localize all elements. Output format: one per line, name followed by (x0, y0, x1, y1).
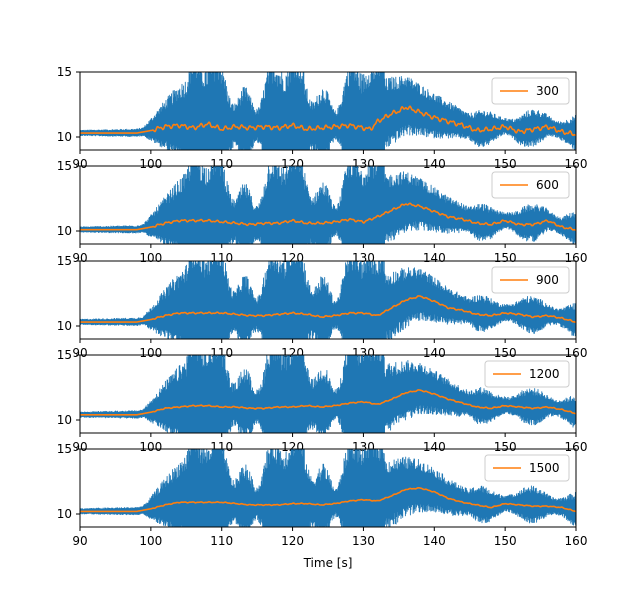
x-tick-label: 90 (72, 157, 87, 171)
x-tick-label: 160 (565, 440, 588, 454)
raw-series-line (80, 166, 576, 244)
x-tick-label: 150 (494, 346, 517, 360)
panel-frame (79, 354, 577, 434)
x-tick-label: 160 (565, 157, 588, 171)
x-tick-label: 110 (210, 534, 233, 548)
x-tick-label: 140 (423, 440, 446, 454)
raw-series-line (80, 72, 576, 150)
y-tick-label: 10 (57, 413, 72, 427)
smoothed-series-line (80, 389, 576, 416)
x-tick-label: 150 (494, 534, 517, 548)
legend-box (491, 171, 570, 199)
legend: 600 (491, 171, 570, 199)
panel-frame (79, 71, 577, 151)
x-tick-label: 160 (565, 534, 588, 548)
y-tick-label: 15 (57, 442, 72, 456)
x-tick-label: 150 (494, 440, 517, 454)
x-tick-label: 150 (494, 157, 517, 171)
x-tick-label: 140 (423, 251, 446, 265)
smoothed-series-line (80, 295, 576, 324)
y-tick-label: 15 (57, 348, 72, 362)
legend-box (484, 454, 570, 482)
legend-label: 600 (536, 178, 559, 192)
x-tick-label: 100 (139, 157, 162, 171)
smoothed-series-line (80, 105, 576, 137)
x-tick-label: 140 (423, 346, 446, 360)
legend: 300 (491, 77, 570, 105)
legend-label: 1500 (529, 461, 560, 475)
panel-frame (79, 165, 577, 245)
y-tick-label: 15 (57, 65, 72, 79)
x-tick-label: 100 (139, 440, 162, 454)
legend: 900 (491, 266, 570, 294)
legend-box (484, 360, 570, 388)
panel-5: 90 100 110 120 130 140 150 160 10 15 1500 (57, 442, 588, 548)
legend-box (491, 266, 570, 294)
legend-label: 300 (536, 84, 559, 98)
y-tick-label: 15 (57, 159, 72, 173)
panel-frame (79, 448, 577, 528)
x-tick-label: 140 (423, 534, 446, 548)
y-tick-label: 10 (57, 130, 72, 144)
legend-box (491, 77, 570, 105)
y-tick-label: 10 (57, 224, 72, 238)
legend: 1200 (484, 360, 570, 388)
raw-series-line (80, 449, 576, 527)
smoothed-series-line (80, 486, 576, 513)
x-axis-label: Time [s] (303, 556, 353, 570)
legend: 1500 (484, 454, 570, 482)
x-tick-label: 150 (494, 251, 517, 265)
x-tick-label: 130 (352, 534, 375, 548)
x-tick-label: 100 (139, 346, 162, 360)
y-tick-label: 10 (57, 319, 72, 333)
x-tick-label: 90 (72, 440, 87, 454)
legend-label: 1200 (529, 367, 560, 381)
smoothed-series-line (80, 202, 576, 232)
x-tick-label: 100 (139, 251, 162, 265)
x-tick-label: 120 (281, 534, 304, 548)
legend-label: 900 (536, 273, 559, 287)
x-tick-label: 100 (139, 534, 162, 548)
x-tick-label: 90 (72, 346, 87, 360)
panel-frame (79, 260, 577, 340)
y-tick-label: 10 (57, 507, 72, 521)
y-tick-label: 15 (57, 254, 72, 268)
x-tick-label: 160 (565, 346, 588, 360)
x-tick-label: 140 (423, 157, 446, 171)
raw-series-line (80, 355, 576, 433)
raw-series-line (80, 261, 576, 339)
x-tick-label: 90 (72, 534, 87, 548)
chart-panels: 90 100 110 120 130 140 150 160 10 15 300 90 100 110 12… (57, 65, 588, 548)
